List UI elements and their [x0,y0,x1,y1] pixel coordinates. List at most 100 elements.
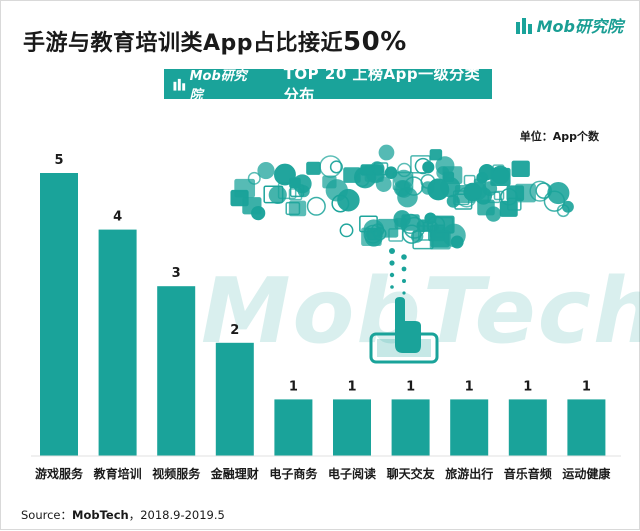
app-glyph-icon [360,164,374,176]
banner-brand: Mob研究院 [189,69,247,103]
app-glyph-icon [427,178,450,201]
bar-value-label-4: 1 [289,379,298,394]
bar-value-label-6: 1 [406,379,415,394]
app-glyph-icon [331,194,350,213]
app-glyph-icon [343,167,361,183]
app-glyph-icon [306,161,321,175]
category-label-7: 旅游出行 [445,466,493,481]
app-glyph-icon [306,196,326,216]
app-glyph-icon [277,182,297,200]
trail-dot-icon [402,279,406,283]
bar-8 [508,399,547,456]
app-glyph-icon [515,183,536,203]
bar-2 [157,286,196,456]
category-label-9: 运动健康 [562,466,611,481]
mob-logo-icon [173,78,186,91]
trail-dot-icon [401,266,407,272]
app-glyph-icon [403,216,426,239]
trail-dot-icon [402,291,406,295]
bar-9 [567,399,606,456]
app-glyph-icon [535,182,552,199]
app-glyph-icon [435,156,455,176]
app-glyph-icon [242,197,262,215]
category-label-3: 金融理财 [210,466,259,481]
category-label-2: 视频服务 [152,466,201,481]
touch-phone-illustration [369,297,439,364]
bar-value-label-5: 1 [347,379,356,394]
app-glyph-icon [400,213,421,235]
app-glyph-icon [339,223,354,238]
trail-dot-icon [390,285,394,289]
app-glyph-icon [397,186,418,208]
category-label-8: 音乐音频 [504,466,552,481]
unit-label: 单位：App个数 [519,130,599,143]
app-glyph-icon [388,228,404,242]
app-glyph-icon [263,185,284,204]
bar-value-label-9: 1 [582,379,591,394]
app-glyph-icon [543,190,566,212]
app-glyph-icon [378,144,395,161]
app-glyph-icon [454,193,473,210]
bar-1 [98,229,137,456]
banner-title: TOP 20 上榜App一级分类分布 [283,65,481,104]
app-glyph-icon [288,200,307,217]
bar-4 [274,399,313,456]
headline: 手游与教育培训类App占比接近50% [23,25,407,57]
bar-value-label-0: 5 [54,153,63,168]
bar-3 [215,342,254,456]
app-glyph-icon [429,149,443,161]
source-period: ，2018.9-2019.5 [128,508,225,522]
app-glyph-icon [268,185,287,204]
headline-emphasis: 50% [343,27,407,57]
trail-dot-icon [401,254,407,260]
app-glyph-icon [499,200,518,217]
source-prefix: Source： [21,508,72,522]
app-glyph-icon [434,215,455,234]
app-glyph-icon [361,227,382,247]
bar-value-label-1: 4 [113,210,122,225]
app-icon-cloud-illustration [230,144,574,295]
bar-value-label-3: 2 [230,323,239,338]
trail-dot-icon [389,248,395,254]
bars [40,173,606,456]
category-label-5: 电子阅读 [328,466,376,481]
app-glyph-icon [247,171,261,185]
category-labels: 游戏服务 教育培训 视频服务 金融理财 电子商务 电子阅读 聊天交友 旅游出行 音乐音频 运动健康 [35,466,611,481]
source-note: Source：MobTech，2018.9-2019.5 [21,507,225,523]
app-glyph-icon [393,169,414,190]
app-glyph-icon [257,162,275,180]
app-glyph-icon [485,206,502,222]
bar-value-label-8: 1 [523,379,532,394]
bar-5 [333,399,371,456]
category-label-0: 游戏服务 [35,466,84,481]
bar-6 [391,399,430,456]
app-glyph-icon [450,235,464,249]
app-glyph-icon [422,161,435,174]
app-glyph-icon [493,190,505,201]
chart-title-banner: Mob研究院 TOP 20 上榜App一级分类分布 [164,65,492,104]
app-glyph-icon [375,176,392,192]
bar-0 [40,173,78,456]
bar-7 [450,399,489,456]
mob-logo-icon [515,18,532,34]
app-glyph-icon [292,174,312,194]
category-label-4: 电子商务 [269,466,318,481]
category-label-1: 教育培训 [93,466,142,481]
value-labels: 5 4 3 2 1 1 1 1 1 1 [54,153,590,394]
banner-logo: Mob研究院 [172,65,254,103]
app-glyph-icon [511,160,530,178]
headline-main: 手游与教育培训类App占比接近 [23,31,344,56]
category-label-6: 聊天交友 [387,466,435,481]
app-glyph-icon [322,175,337,189]
bar-value-label-2: 3 [172,266,181,281]
trail-dot-icon [389,260,395,266]
source-org: MobTech [72,508,129,522]
brand-name: Mob研究院 [536,17,623,36]
brand-logo: Mob研究院 [514,13,623,37]
app-glyph-icon [469,181,488,200]
app-glyph-icon [476,171,489,184]
app-glyph-icon [285,201,301,216]
bar-value-label-7: 1 [465,379,474,394]
app-glyph-icon [329,160,343,174]
